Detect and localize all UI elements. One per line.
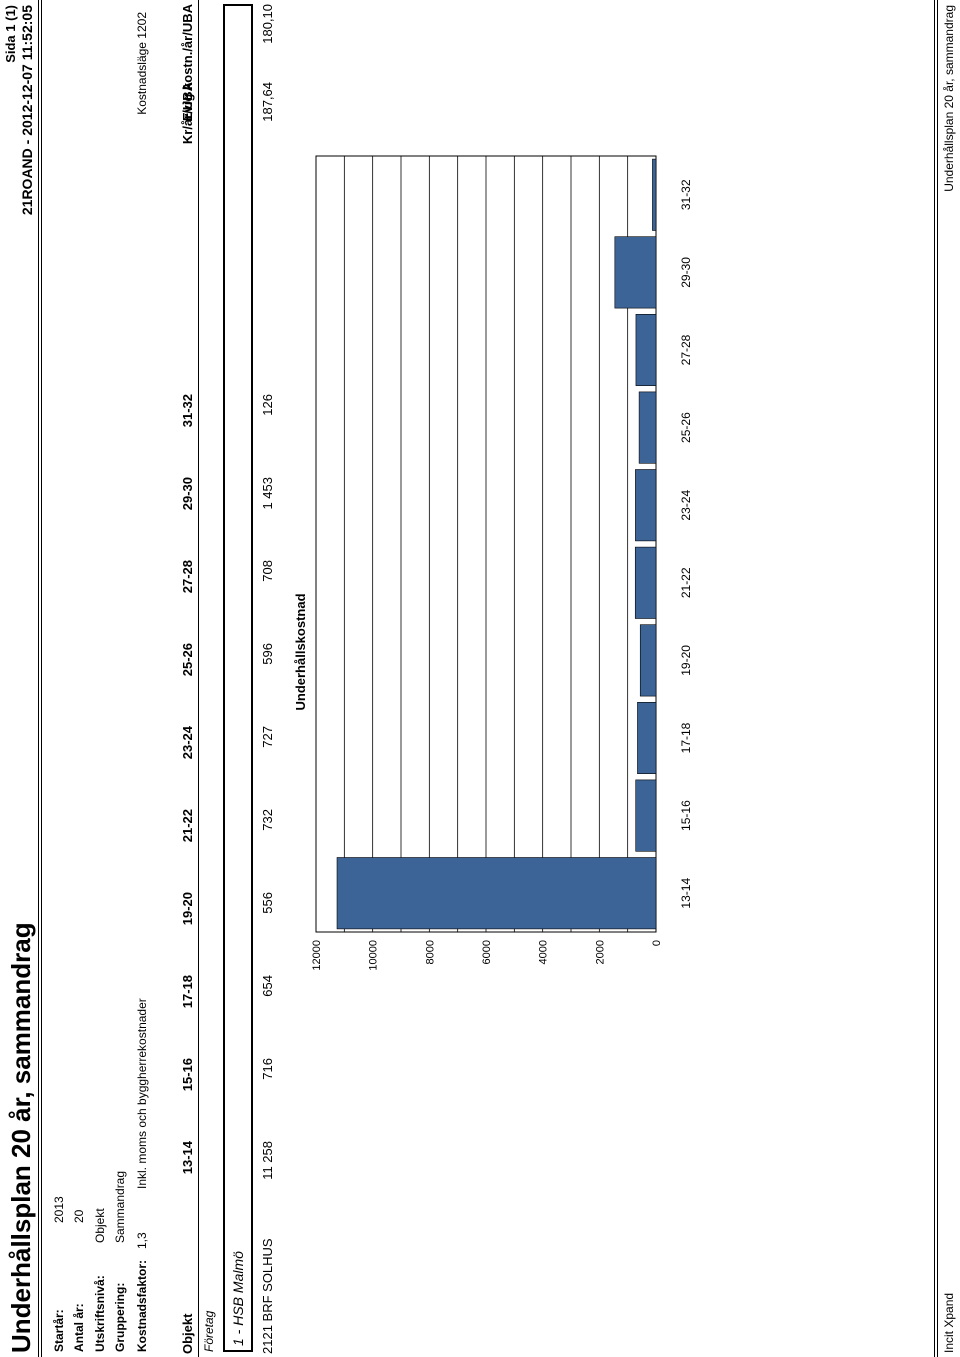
y-tick-label: 10000 xyxy=(368,940,380,971)
x-tick-label: 15-16 xyxy=(679,800,693,831)
chart-title: Underhållskostnad xyxy=(293,593,308,710)
bar-31-32 xyxy=(652,158,657,231)
y-tick-label: 0 xyxy=(651,940,663,946)
bar-15-16 xyxy=(635,779,657,852)
x-tick-label: 27-28 xyxy=(679,334,693,365)
x-tick-label: 23-24 xyxy=(679,490,693,521)
y-tick-label: 6000 xyxy=(481,940,493,964)
x-tick-label: 29-30 xyxy=(679,257,693,288)
y-tick-label: 12000 xyxy=(311,940,323,971)
x-tick-label: 31-32 xyxy=(679,179,693,210)
footer-right: Underhållsplan 20 år, sammandrag xyxy=(942,5,956,192)
footer-left: Incit Xpand xyxy=(942,1292,956,1353)
bar-25-26 xyxy=(638,391,657,464)
footer-rule-2 xyxy=(937,0,938,1357)
x-tick-label: 21-22 xyxy=(679,567,693,598)
bar-13-14 xyxy=(336,857,657,930)
bar-19-20 xyxy=(639,624,657,697)
y-tick-label: 4000 xyxy=(538,940,550,964)
y-tick-label: 8000 xyxy=(424,940,436,964)
chart-y-ticks: 0 2000 4000 6000 8000 10000 12000 xyxy=(311,940,663,971)
x-tick-label: 17-18 xyxy=(679,722,693,753)
footer-rule xyxy=(934,0,935,1357)
bar-21-22 xyxy=(634,546,657,619)
chart-grid xyxy=(315,155,657,933)
x-tick-label: 19-20 xyxy=(679,645,693,676)
bar-17-18 xyxy=(637,702,657,774)
bar-29-30 xyxy=(614,236,657,309)
y-tick-label: 2000 xyxy=(594,940,606,964)
bar-27-28 xyxy=(635,314,657,386)
x-tick-label: 13-14 xyxy=(679,878,693,909)
bar-23-24 xyxy=(635,469,657,542)
chart-bars xyxy=(336,158,657,930)
x-tick-label: 25-26 xyxy=(679,412,693,443)
chart-x-ticks: 13-14 15-16 17-18 19-20 21-22 23-24 25-26 27-28… xyxy=(679,179,693,908)
